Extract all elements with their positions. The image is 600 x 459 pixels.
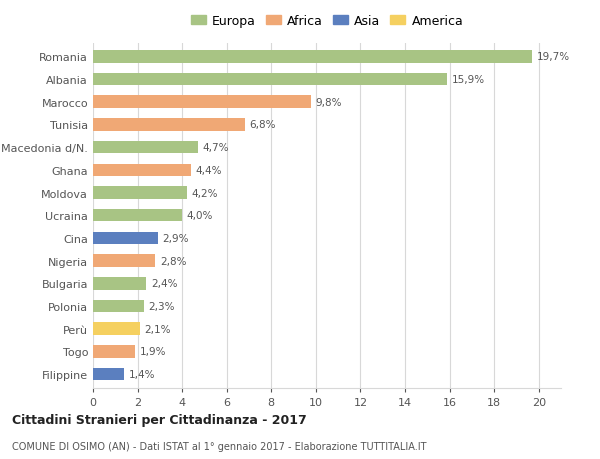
Text: 4,2%: 4,2% — [191, 188, 218, 198]
Bar — [93, 164, 191, 177]
Text: 1,4%: 1,4% — [128, 369, 155, 379]
Bar — [93, 73, 448, 86]
Bar — [93, 96, 311, 109]
Bar — [93, 141, 198, 154]
Text: 4,7%: 4,7% — [202, 143, 229, 153]
Bar — [93, 368, 124, 381]
Bar — [93, 187, 187, 199]
Bar — [93, 255, 155, 267]
Text: 15,9%: 15,9% — [452, 75, 485, 85]
Text: 2,3%: 2,3% — [149, 301, 175, 311]
Bar — [93, 232, 158, 245]
Text: 2,8%: 2,8% — [160, 256, 187, 266]
Text: 2,1%: 2,1% — [144, 324, 171, 334]
Bar — [93, 300, 144, 313]
Text: COMUNE DI OSIMO (AN) - Dati ISTAT al 1° gennaio 2017 - Elaborazione TUTTITALIA.I: COMUNE DI OSIMO (AN) - Dati ISTAT al 1° … — [12, 441, 427, 451]
Text: 2,9%: 2,9% — [162, 233, 188, 243]
Text: 6,8%: 6,8% — [249, 120, 275, 130]
Bar — [93, 323, 140, 335]
Text: 1,9%: 1,9% — [140, 347, 166, 357]
Bar — [93, 119, 245, 131]
Legend: Europa, Africa, Asia, America: Europa, Africa, Asia, America — [188, 12, 466, 30]
Text: Cittadini Stranieri per Cittadinanza - 2017: Cittadini Stranieri per Cittadinanza - 2… — [12, 413, 307, 426]
Bar — [93, 345, 136, 358]
Bar — [93, 209, 182, 222]
Text: 19,7%: 19,7% — [536, 52, 569, 62]
Text: 4,0%: 4,0% — [187, 211, 213, 221]
Bar — [93, 51, 532, 63]
Text: 9,8%: 9,8% — [316, 97, 343, 107]
Bar — [93, 277, 146, 290]
Text: 2,4%: 2,4% — [151, 279, 178, 289]
Text: 4,4%: 4,4% — [196, 165, 222, 175]
